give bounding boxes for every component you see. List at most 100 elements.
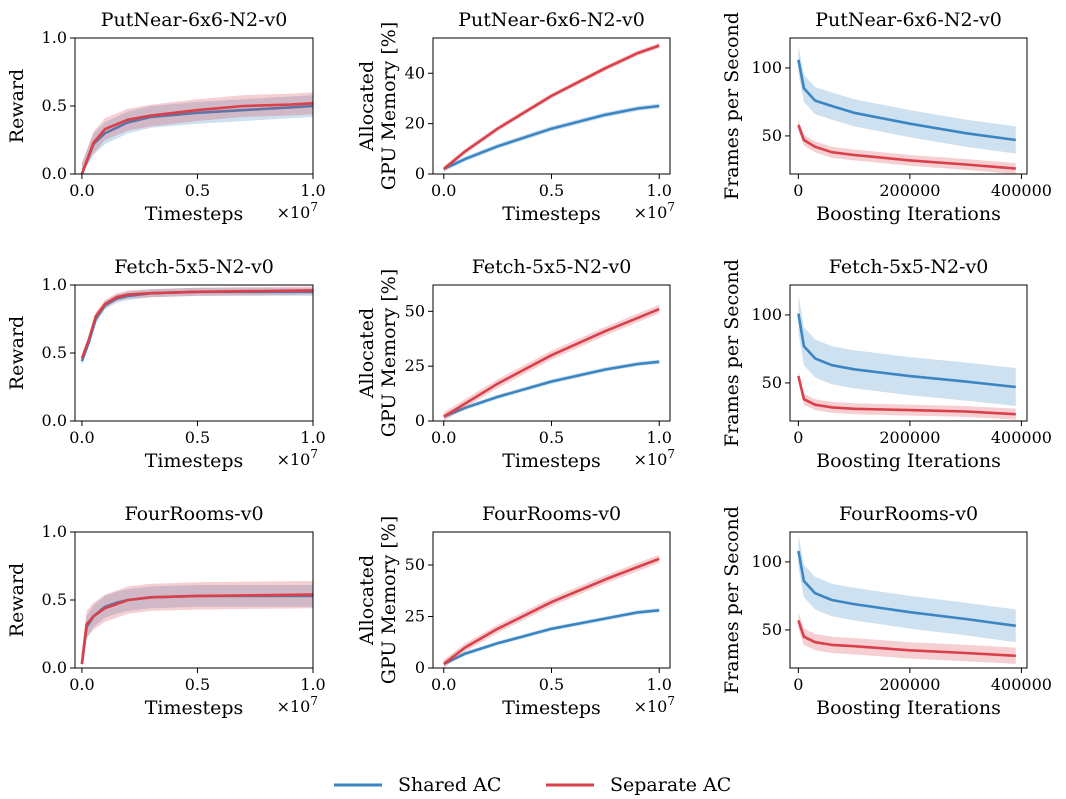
series-band (798, 612, 1016, 664)
x-tick-label: 400000 (991, 675, 1052, 694)
series-band (798, 119, 1016, 174)
series-band (81, 286, 314, 363)
series-band (798, 294, 1016, 406)
chart-title: Fetch-5x5-N2-v0 (829, 256, 989, 278)
chart-panel: 50 100 0 200000 400000 FourRooms-v0 Boosting I… (721, 503, 1052, 719)
series-band (443, 103, 660, 172)
x-axis-exponent-power: 7 (667, 200, 675, 214)
x-tick-label: 0 (793, 428, 803, 447)
y-tick-label: 0 (415, 658, 425, 677)
x-tick-label: 1.0 (647, 428, 672, 447)
series-band (81, 581, 314, 668)
x-axis-exponent: ×107 (277, 200, 318, 222)
x-tick-label: 0.0 (69, 428, 94, 447)
plot-frame (432, 37, 671, 175)
y-tick-label: 50 (762, 126, 782, 145)
chart-panel: 0 25 50 0.0 0.5 1.0 FourRooms-v0 Timesteps ×107 A… (356, 503, 675, 719)
y-axis-label: Allocated (356, 61, 378, 152)
x-tick-label: 0.5 (185, 181, 210, 200)
x-axis-exponent: ×107 (634, 447, 675, 469)
x-tick-label: 0.5 (539, 428, 564, 447)
x-axis-exponent-power: 7 (667, 694, 675, 708)
x-axis-exponent-power: 7 (310, 447, 318, 461)
y-tick-label: 100 (751, 552, 782, 571)
series-line (797, 124, 1016, 170)
y-tick-label: 0.0 (42, 658, 67, 677)
series-line (797, 313, 1016, 389)
y-axis-label: Allocated (356, 555, 378, 646)
y-tick-label: 0.5 (42, 590, 67, 609)
x-axis-label: Boosting Iterations (816, 697, 1001, 719)
series-line (80, 593, 314, 665)
x-axis-label: Timesteps (145, 450, 244, 472)
y-tick-label: 40 (405, 63, 425, 82)
x-tick-label: 0.0 (431, 181, 456, 200)
y-tick-label: 0.0 (42, 411, 67, 430)
x-tick-label: 1.0 (300, 428, 325, 447)
y-axis-label: Allocated (356, 308, 378, 399)
plot-frame (789, 531, 1028, 669)
series-band (81, 95, 314, 174)
chart-panel: 0.0 0.5 1.0 0.0 0.5 1.0 FourRooms-v0 Timesteps ×… (6, 503, 326, 719)
y-tick-label: 0 (415, 164, 425, 183)
series-band (81, 287, 314, 366)
y-tick-label: 0 (415, 411, 425, 430)
y-axis-label: GPU Memory [%] (378, 269, 400, 438)
x-tick-label: 1.0 (647, 181, 672, 200)
y-axis-label: Frames per Second (721, 12, 743, 200)
chart-title: FourRooms-v0 (839, 503, 978, 525)
x-tick-label: 1.0 (300, 675, 325, 694)
series-band (443, 554, 660, 668)
series-line (442, 44, 660, 171)
chart-panel: 0 25 50 0.0 0.5 1.0 Fetch-5x5-N2-v0 Timesteps ×1… (356, 256, 675, 472)
chart-title: FourRooms-v0 (482, 503, 621, 525)
x-axis-exponent: ×107 (277, 447, 318, 469)
plot-frame (789, 284, 1028, 422)
y-axis-label: Reward (6, 316, 28, 390)
chart-panel: 50 100 0 200000 400000 Fetch-5x5-N2-v0 Boostin… (721, 256, 1052, 472)
x-tick-label: 0.0 (431, 428, 456, 447)
x-tick-label: 200000 (879, 181, 940, 200)
series-band (443, 608, 660, 666)
y-tick-label: 25 (405, 606, 425, 625)
x-axis-exponent-power: 7 (667, 447, 675, 461)
x-tick-label: 0.5 (539, 181, 564, 200)
y-tick-label: 100 (751, 58, 782, 77)
chart-panels: 0.0 0.5 1.0 0.0 0.5 1.0 PutNear-6x6-N2-v0 Times… (6, 9, 1052, 719)
series-line (443, 360, 660, 418)
y-tick-label: 0.0 (42, 164, 67, 183)
y-tick-label: 1.0 (42, 522, 67, 541)
y-tick-label: 50 (405, 301, 425, 320)
series-band (798, 370, 1016, 420)
chart-title: PutNear-6x6-N2-v0 (815, 9, 1002, 31)
x-axis-label: Timesteps (145, 203, 244, 225)
series-line (80, 104, 314, 175)
y-axis-label: Frames per Second (721, 506, 743, 694)
x-axis-exponent: ×107 (634, 694, 675, 716)
y-tick-label: 25 (405, 356, 425, 375)
series-line (443, 104, 660, 171)
series-line (443, 557, 660, 665)
series-band (443, 359, 660, 419)
chart-title: FourRooms-v0 (124, 503, 263, 525)
x-tick-label: 400000 (991, 428, 1052, 447)
series-band (81, 92, 314, 174)
x-tick-label: 0 (793, 675, 803, 694)
x-tick-label: 0.5 (185, 428, 210, 447)
x-tick-label: 1.0 (300, 181, 325, 200)
chart-panel: 0 20 40 0.0 0.5 1.0 PutNear-6x6-N2-v0 Timesteps… (356, 9, 675, 225)
x-tick-label: 0 (793, 181, 803, 200)
chart-panel: 0.0 0.5 1.0 0.0 0.5 1.0 PutNear-6x6-N2-v0 Times… (6, 9, 326, 225)
y-axis-label: Frames per Second (721, 259, 743, 447)
y-tick-label: 50 (405, 555, 425, 574)
chart-title: PutNear-6x6-N2-v0 (458, 9, 645, 31)
y-axis-label: Reward (6, 69, 28, 143)
series-line (797, 550, 1016, 628)
x-axis-label: Timesteps (502, 203, 601, 225)
series-line (443, 307, 660, 418)
plot-frame (789, 37, 1028, 175)
series-band (81, 585, 314, 668)
chart-panel: 50 100 0 200000 400000 PutNear-6x6-N2-v0 Boost… (721, 9, 1052, 225)
x-axis-label: Boosting Iterations (816, 203, 1001, 225)
